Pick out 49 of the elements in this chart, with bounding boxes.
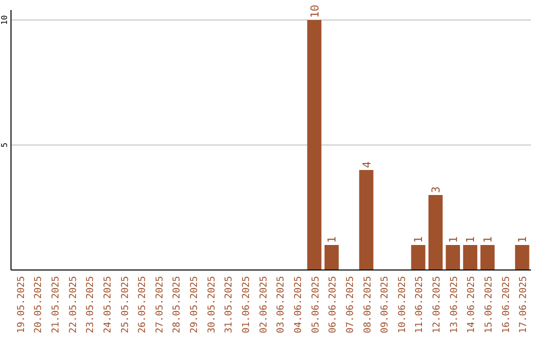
x-tick-label: 16.06.2025: [500, 276, 512, 334]
bar: [480, 245, 495, 270]
data-label: 10: [308, 4, 322, 18]
x-tick-label: 27.05.2025: [154, 276, 166, 334]
bar: [428, 195, 443, 270]
y-tick-label: 5: [0, 142, 9, 148]
x-tick-label: 17.06.2025: [518, 276, 530, 334]
x-tick-label: 05.06.2025: [310, 276, 322, 334]
x-tick-label: 13.06.2025: [448, 276, 460, 334]
x-tick-label: 31.05.2025: [224, 276, 235, 334]
bar: [359, 170, 374, 270]
x-tick-label: 14.06.2025: [466, 276, 478, 334]
data-label: 1: [482, 236, 495, 243]
data-label: 1: [516, 236, 530, 243]
data-label: 1: [326, 236, 339, 243]
x-tick-label: 30.05.2025: [206, 276, 218, 334]
x-tick-label: 29.05.2025: [189, 276, 200, 334]
x-tick-label: 03.06.2025: [276, 276, 287, 334]
x-tick-label: 20.05.2025: [33, 276, 44, 334]
x-tick-label: 09.06.2025: [380, 276, 391, 334]
bar: [307, 20, 322, 270]
data-label: 4: [360, 161, 374, 168]
x-tick-label: 23.05.2025: [85, 276, 96, 334]
bar: [515, 245, 530, 270]
x-tick-label: 25.05.2025: [120, 276, 131, 334]
x-tick-label: 19.05.2025: [16, 276, 27, 334]
x-tick-label: 24.05.2025: [102, 276, 114, 334]
x-tick-label: 06.06.2025: [328, 276, 339, 334]
x-tick-label: 12.06.2025: [432, 276, 443, 334]
bar: [324, 245, 339, 270]
x-tick-label: 22.05.2025: [68, 276, 79, 334]
x-tick-label: 26.05.2025: [137, 276, 148, 334]
x-tick-label: 10.06.2025: [396, 276, 408, 334]
x-tick-label: 02.06.2025: [258, 276, 270, 334]
x-tick-label: 08.06.2025: [362, 276, 374, 334]
data-label: 1: [412, 236, 426, 243]
data-label: 1: [464, 236, 478, 243]
x-tick-label: 07.06.2025: [344, 276, 356, 334]
bar: [446, 245, 460, 270]
bar: [411, 245, 426, 270]
bar: [463, 245, 478, 270]
x-tick-label: 28.05.2025: [172, 276, 183, 334]
x-tick-label: 11.06.2025: [414, 276, 426, 334]
data-label: 3: [430, 186, 443, 193]
data-label: 1: [446, 236, 460, 243]
x-tick-label: 04.06.2025: [292, 276, 304, 334]
x-tick-label: 15.06.2025: [484, 276, 495, 334]
x-tick-label: 21.05.2025: [50, 276, 62, 334]
x-tick-label: 01.06.2025: [241, 276, 252, 334]
